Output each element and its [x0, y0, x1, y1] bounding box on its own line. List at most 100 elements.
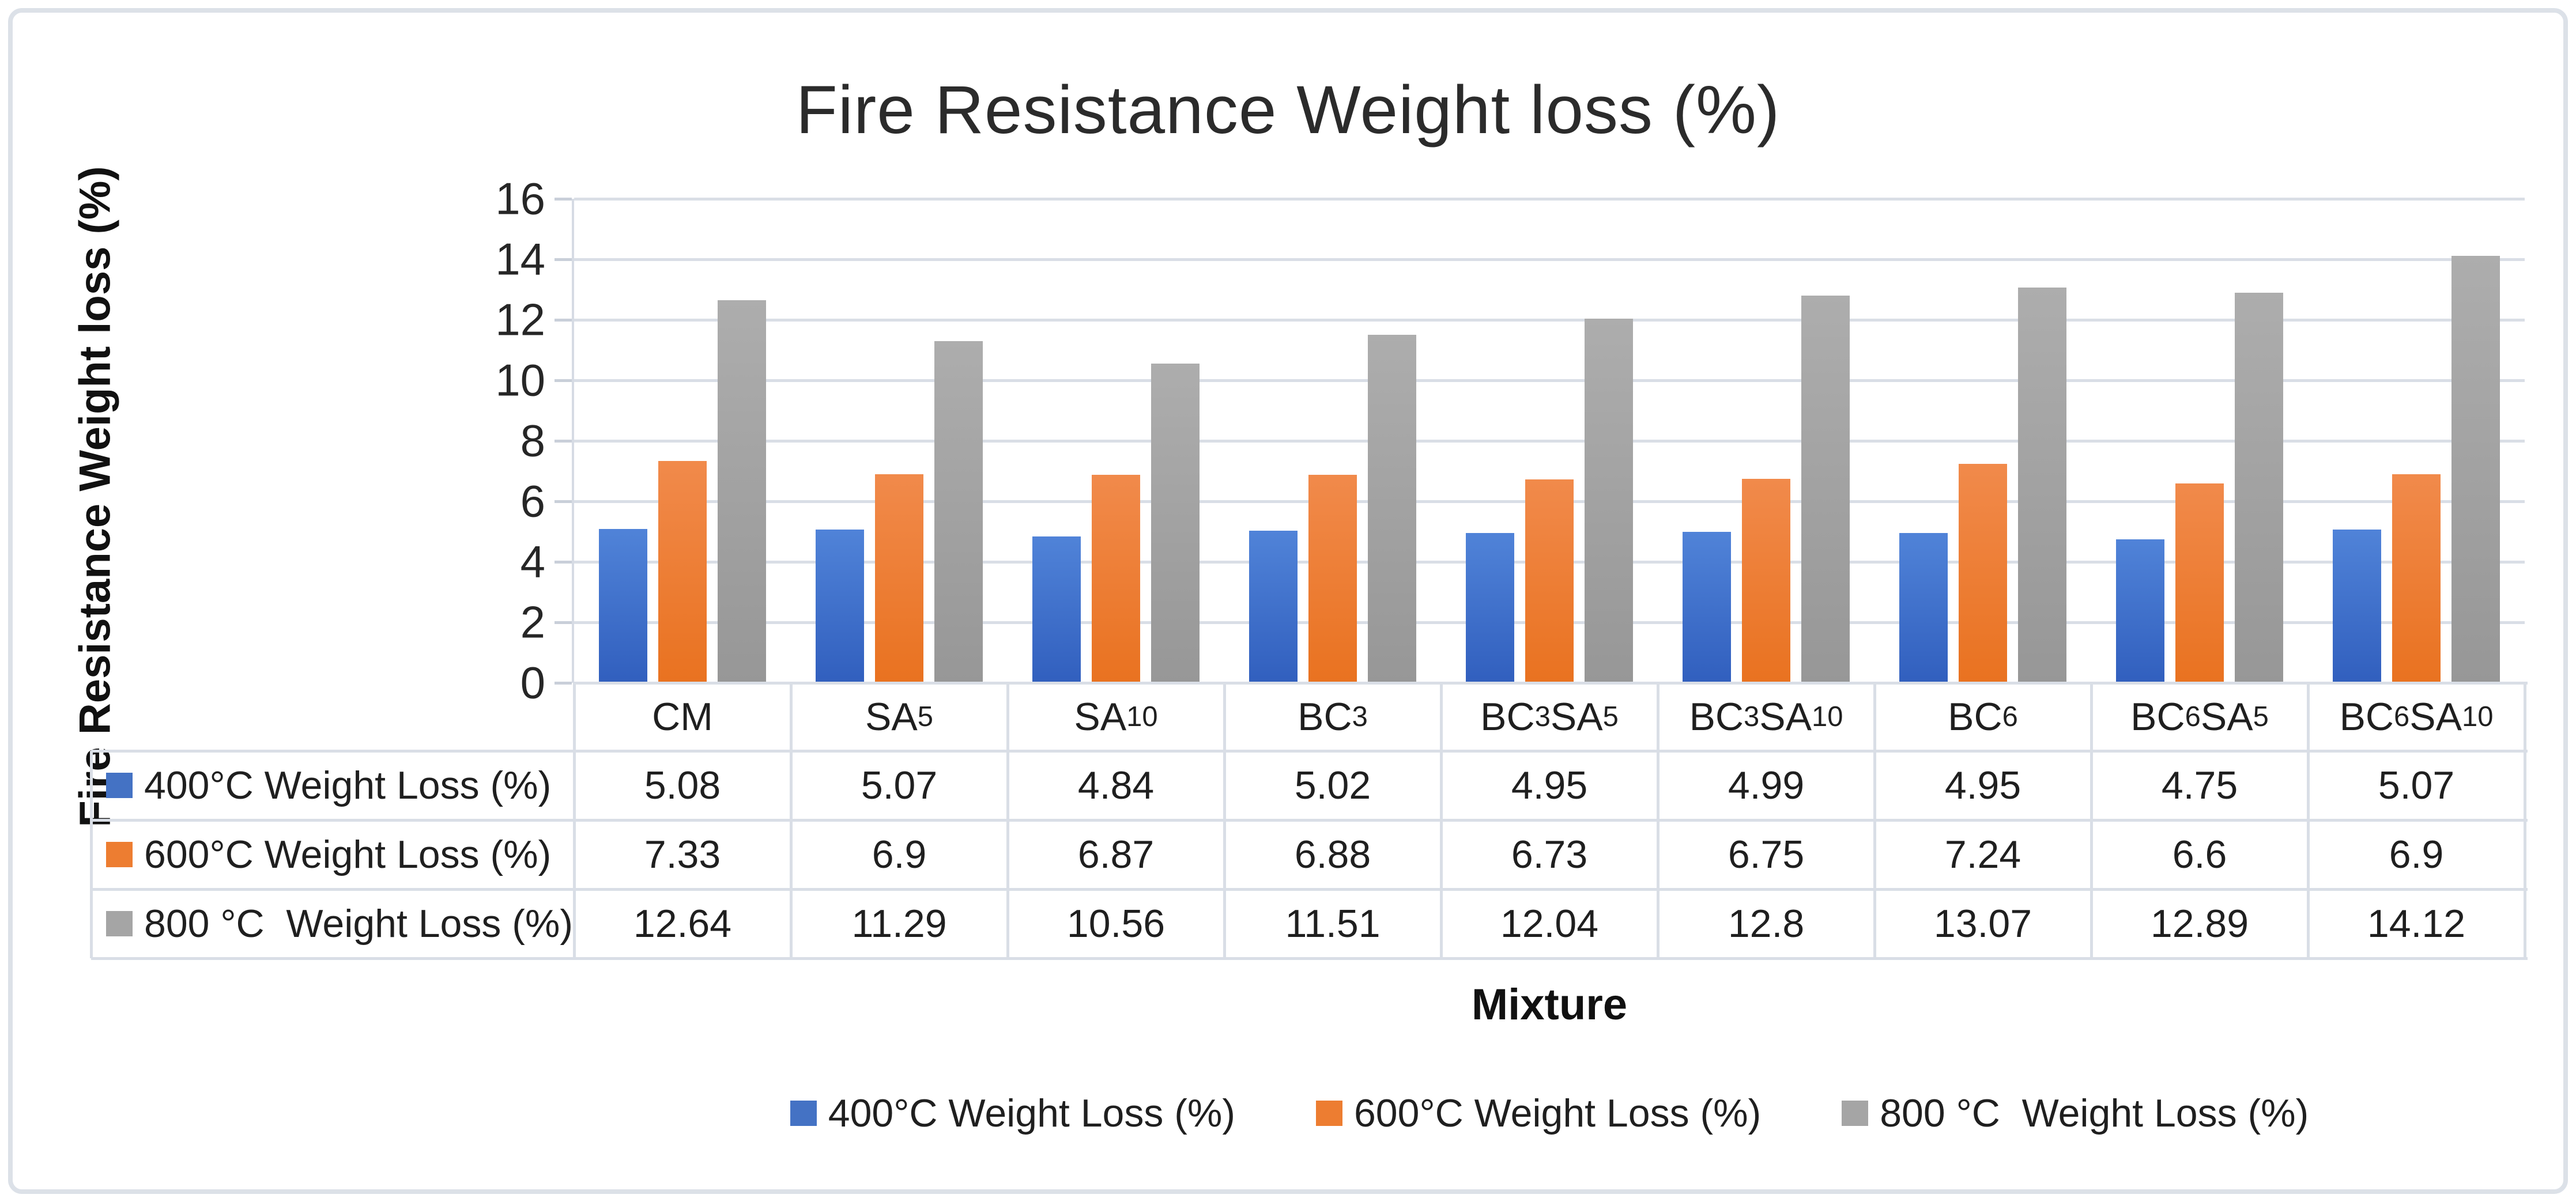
category-text: 6 [2394, 701, 2410, 732]
table-line [1440, 683, 1443, 958]
value-cell: 6.6 [2172, 833, 2227, 876]
value-cell: 7.24 [1944, 833, 2021, 876]
bar [1683, 532, 1731, 683]
bar [599, 529, 647, 683]
table-line [574, 682, 2528, 685]
category-text: 10 [2461, 701, 2494, 732]
value-cell: 6.73 [1511, 833, 1588, 876]
category-text: 5 [2253, 701, 2269, 732]
value-cell: 6.9 [2389, 833, 2444, 876]
category-text: 6 [2002, 701, 2018, 732]
category-text: BC [1689, 695, 1744, 739]
bar [2333, 529, 2381, 683]
y-tick-mark [555, 440, 572, 443]
category-header-cell: SA 10 [1008, 683, 1224, 751]
category-text: SA [1759, 695, 1812, 739]
bar [816, 529, 864, 683]
table-line [1223, 683, 1226, 958]
bar [1249, 531, 1298, 683]
category-text: 3 [1744, 701, 1760, 732]
table-line [2524, 683, 2526, 958]
category-header-cell: SA 5 [791, 683, 1008, 751]
legend-key-icon [790, 1101, 817, 1126]
y-tick-mark [555, 198, 572, 201]
y-axis-title: Fire Resistance Weight loss (%) [70, 166, 120, 827]
value-cell: 11.29 [851, 902, 947, 946]
bar [2392, 474, 2441, 683]
bar [2175, 483, 2224, 683]
value-cell: 6.88 [1294, 833, 1371, 876]
series-label-cell: 400°C Weight Loss (%) [91, 751, 574, 820]
legend: 400°C Weight Loss (%) 600°C Weight Loss (… [574, 1091, 2525, 1136]
table-line [1657, 683, 1659, 958]
legend-key-icon [1315, 1101, 1342, 1126]
table-line [91, 957, 2528, 960]
bar [1308, 474, 1357, 683]
gridline [574, 379, 2525, 382]
y-axis-line [572, 199, 574, 683]
value-cell: 4.84 [1077, 763, 1155, 807]
category-text: 10 [1811, 701, 1843, 732]
y-tick-label: 0 [520, 657, 545, 708]
bar [2451, 255, 2500, 683]
category-header-cell: BC 3 SA 5 [1441, 683, 1658, 751]
y-tick-mark [555, 561, 572, 564]
bar [1959, 463, 2007, 683]
bar [2235, 293, 2283, 683]
value-cell: 7.33 [644, 833, 721, 876]
value-cell: 6.87 [1077, 833, 1155, 876]
y-tick-label: 8 [520, 415, 545, 466]
value-cell: 12.04 [1500, 902, 1599, 946]
y-tick-label: 6 [520, 475, 545, 527]
series-name: 600°C Weight Loss (%) [144, 833, 552, 876]
gridline [574, 319, 2525, 322]
value-cell: 12.64 [633, 902, 732, 946]
y-tick-label: 14 [495, 233, 545, 285]
bar [875, 474, 923, 683]
category-text: SA [865, 695, 918, 739]
category-text: 6 [2185, 701, 2201, 732]
category-header-cell: BC 6 SA 5 [2091, 683, 2308, 751]
value-cell: 14.12 [2367, 902, 2466, 946]
table-line [573, 683, 576, 958]
value-cell: 10.56 [1066, 902, 1166, 946]
gridline [574, 198, 2525, 201]
value-cell: 4.75 [2161, 763, 2238, 807]
category-header-cell: BC 6 SA 10 [2308, 683, 2525, 751]
table-line [1873, 683, 1876, 958]
value-cell: 12.89 [2150, 902, 2249, 946]
category-header-cell: BC 3 [1224, 683, 1441, 751]
category-text: BC [1948, 695, 2002, 739]
bar [1742, 478, 1790, 683]
category-text: SA [2409, 695, 2462, 739]
legend-key-icon [1842, 1101, 1869, 1126]
legend-key-icon [106, 773, 133, 798]
category-text: CM [652, 695, 713, 739]
category-header-cell: BC 6 [1875, 683, 2091, 751]
bar [1151, 363, 1200, 683]
legend-item: 800 °C Weight Loss (%) [1842, 1091, 2309, 1136]
y-tick-mark [555, 258, 572, 261]
value-cell: 4.95 [1511, 763, 1588, 807]
value-cell: 5.08 [644, 763, 721, 807]
category-text: SA [1550, 695, 1603, 739]
legend-label: 600°C Weight Loss (%) [1353, 1091, 1762, 1135]
bar [718, 300, 766, 683]
category-text: SA [1074, 695, 1127, 739]
bar [1466, 533, 1514, 683]
value-cell: 5.02 [1294, 763, 1371, 807]
table-line [790, 683, 793, 958]
y-tick-mark [555, 621, 572, 624]
category-text: BC [2130, 695, 2185, 739]
category-text: SA [2200, 695, 2253, 739]
value-cell: 12.8 [1728, 902, 1805, 946]
series-name: 400°C Weight Loss (%) [144, 763, 552, 807]
y-tick-mark [555, 379, 572, 382]
table-line [91, 819, 2528, 822]
category-text: BC [2339, 695, 2394, 739]
category-text: 10 [1126, 701, 1158, 732]
bar [1899, 533, 1948, 683]
category-text: 5 [1602, 701, 1619, 732]
y-tick-mark [555, 682, 572, 685]
series-name: 800 °C Weight Loss (%) [144, 902, 574, 946]
